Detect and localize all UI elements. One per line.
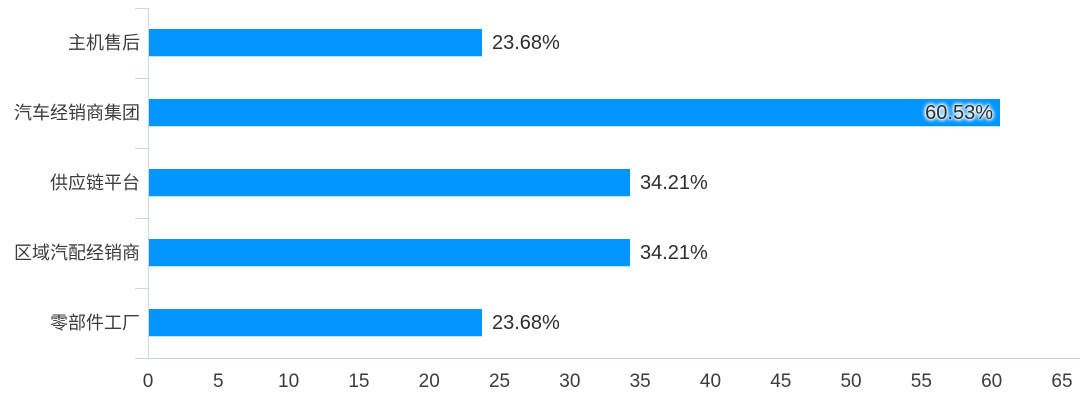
x-axis-tick-label: 55 [910, 371, 932, 392]
x-axis-tick-label: 65 [1051, 371, 1073, 392]
y-axis-tick [135, 148, 148, 149]
x-axis-tick-label: 15 [348, 371, 370, 392]
data-label: 60.53% [925, 102, 993, 124]
x-axis-tick-label: 20 [418, 371, 440, 392]
bar-零部件工厂[interactable] [149, 309, 482, 337]
x-axis-tick-label: 45 [770, 371, 792, 392]
x-axis-tick-label: 50 [840, 371, 862, 392]
x-axis-tick-label: 5 [213, 371, 224, 392]
x-axis-tick-label: 10 [278, 371, 300, 392]
category-label: 区域汽配经销商 [14, 243, 140, 263]
x-axis-tick-label: 0 [142, 371, 154, 392]
y-axis-tick [135, 78, 148, 79]
x-axis-tick-label: 30 [559, 371, 581, 392]
x-axis-tick-label: 60 [981, 371, 1003, 392]
category-label: 主机售后 [68, 33, 140, 53]
y-axis-tick [135, 288, 148, 289]
bar-主机售后[interactable] [149, 29, 482, 57]
bar-区域汽配经销商[interactable] [149, 239, 630, 267]
x-axis-tick-label: 25 [488, 371, 511, 392]
data-label: 34.21% [640, 172, 708, 194]
data-label: 23.68% [492, 32, 560, 54]
category-label: 汽车经销商集团 [14, 103, 140, 123]
x-axis-line [135, 358, 1080, 359]
y-axis-tick [135, 8, 148, 9]
category-label: 供应链平台 [50, 173, 140, 193]
category-label: 零部件工厂 [50, 313, 140, 333]
data-label: 23.68% [492, 312, 560, 334]
y-axis-line [148, 8, 149, 358]
x-axis-tick-label: 35 [629, 371, 651, 392]
bar-汽车经销商集团[interactable] [149, 99, 1000, 127]
bar-供应链平台[interactable] [149, 169, 630, 197]
x-axis-tick-label: 40 [699, 371, 722, 392]
data-label: 34.21% [640, 242, 708, 264]
y-axis-tick [135, 218, 148, 219]
